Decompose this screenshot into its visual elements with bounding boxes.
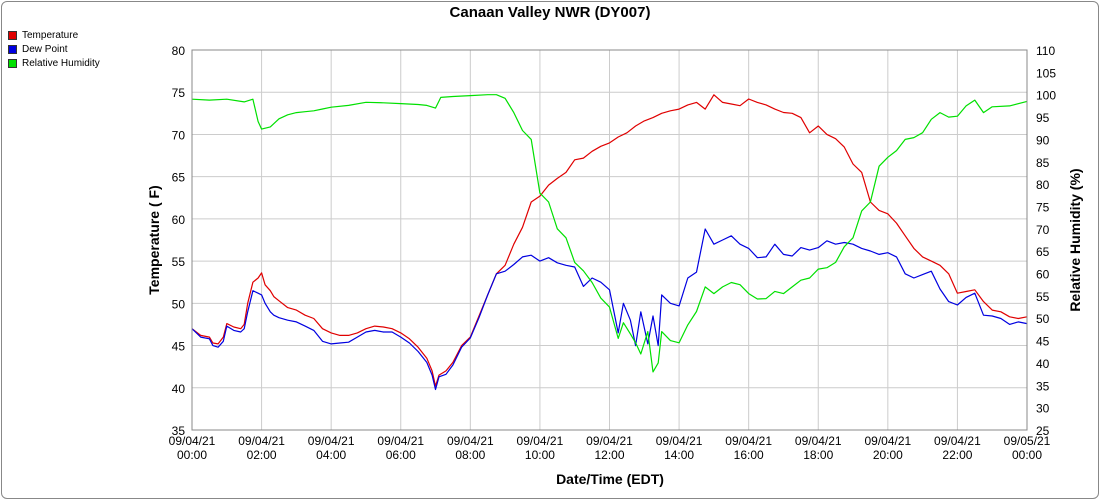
x-tick-time: 14:00 [664,448,694,462]
y-left-tick-label: 45 [172,340,186,354]
legend-label-dew-point: Dew Point [22,43,68,55]
x-tick-time: 16:00 [734,448,764,462]
y-right-tick-label: 70 [1036,223,1050,237]
x-tick-time: 10:00 [525,448,555,462]
legend-item-relative-humidity: Relative Humidity [8,56,100,70]
x-tick-label: 09/04/21 00:00 [169,434,216,462]
x-tick-label: 09/04/21 14:00 [656,434,703,462]
x-tick-label: 09/04/21 10:00 [517,434,564,462]
y-right-tick-label: 55 [1036,290,1050,304]
y-right-tick-label: 60 [1036,268,1050,282]
x-tick-date: 09/04/21 [517,434,564,448]
legend-item-dew-point: Dew Point [8,42,100,56]
x-tick-date: 09/04/21 [934,434,981,448]
x-tick-label: 09/04/21 12:00 [586,434,633,462]
legend: Temperature Dew Point Relative Humidity [8,28,100,70]
y-left-tick-label: 50 [172,297,186,311]
y-right-tick-label: 80 [1036,178,1050,192]
y-right-tick-label: 35 [1036,379,1050,393]
x-tick-time: 08:00 [455,448,485,462]
x-tick-date: 09/04/21 [725,434,772,448]
y-right-tick-label: 85 [1036,156,1050,170]
x-tick-time: 04:00 [316,448,346,462]
x-tick-label: 09/04/21 22:00 [934,434,981,462]
legend-swatch-dew-point [8,44,17,54]
x-tick-date: 09/04/21 [864,434,911,448]
y-right-tick-label: 40 [1036,357,1050,371]
x-tick-date: 09/04/21 [795,434,842,448]
x-tick-time: 06:00 [386,448,416,462]
x-tick-time: 22:00 [942,448,972,462]
x-tick-date: 09/04/21 [656,434,703,448]
legend-swatch-relative-humidity [8,58,17,68]
y-axis-right-title: Relative Humidity (%) [1067,168,1083,311]
y-right-tick-label: 95 [1036,111,1050,125]
x-tick-time: 18:00 [803,448,833,462]
series-line-relative-humidity [191,94,1028,373]
y-right-tick-label: 105 [1036,66,1056,80]
y-right-tick-label: 45 [1036,335,1050,349]
series-lines [191,94,1028,391]
y-left-tick-label: 60 [172,213,186,227]
x-tick-label: 09/04/21 06:00 [377,434,424,462]
x-tick-time: 20:00 [873,448,903,462]
legend-swatch-temperature [8,30,17,40]
x-axis-title: Date/Time (EDT) [556,471,664,487]
y-left-tick-label: 65 [172,171,186,185]
y-left-tick-label: 55 [172,255,186,269]
x-tick-label: 09/04/21 02:00 [238,434,285,462]
y-right-tick-label: 25 [1036,424,1050,438]
x-tick-date: 09/04/21 [169,434,216,448]
x-tick-time: 02:00 [247,448,277,462]
y-axis-left-title: Temperature ( F) [146,185,162,294]
y-right-tick-label: 100 [1036,89,1056,103]
x-tick-date: 09/04/21 [238,434,285,448]
x-tick-time: 00:00 [177,448,207,462]
legend-label-relative-humidity: Relative Humidity [22,57,100,69]
legend-label-temperature: Temperature [22,29,79,41]
y-right-tick-label: 65 [1036,245,1050,259]
x-tick-label: 09/04/21 08:00 [447,434,494,462]
x-tick-label: 09/04/21 04:00 [308,434,355,462]
x-tick-date: 09/05/21 [1004,434,1051,448]
plot-area-border [191,49,1028,431]
x-tick-label: 09/05/21 00:00 [1004,434,1051,462]
x-tick-time: 12:00 [594,448,624,462]
y-right-tick-label: 90 [1036,133,1050,147]
y-right-tick-label: 75 [1036,200,1050,214]
y-left-tick-label: 40 [172,382,186,396]
x-tick-label: 09/04/21 16:00 [725,434,772,462]
y-right-tick-label: 50 [1036,312,1050,326]
chart-title: Canaan Valley NWR (DY007) [449,4,651,21]
x-tick-label: 09/04/21 18:00 [795,434,842,462]
y-right-tick-label: 30 [1036,402,1050,416]
x-tick-date: 09/04/21 [377,434,424,448]
x-tick-label: 09/04/21 20:00 [864,434,911,462]
y-left-tick-label: 80 [172,44,186,58]
x-tick-time: 00:00 [1012,448,1042,462]
y-left-tick-label: 35 [172,424,186,438]
x-tick-date: 09/04/21 [586,434,633,448]
series-line-temperature [191,94,1028,387]
y-right-tick-label: 110 [1036,44,1055,58]
legend-item-temperature: Temperature [8,28,100,42]
y-left-tick-label: 70 [172,128,186,142]
grid [191,49,1028,431]
x-tick-date: 09/04/21 [308,434,355,448]
series-line-dew-point [191,228,1028,391]
y-left-tick-label: 75 [172,86,186,100]
x-tick-date: 09/04/21 [447,434,494,448]
